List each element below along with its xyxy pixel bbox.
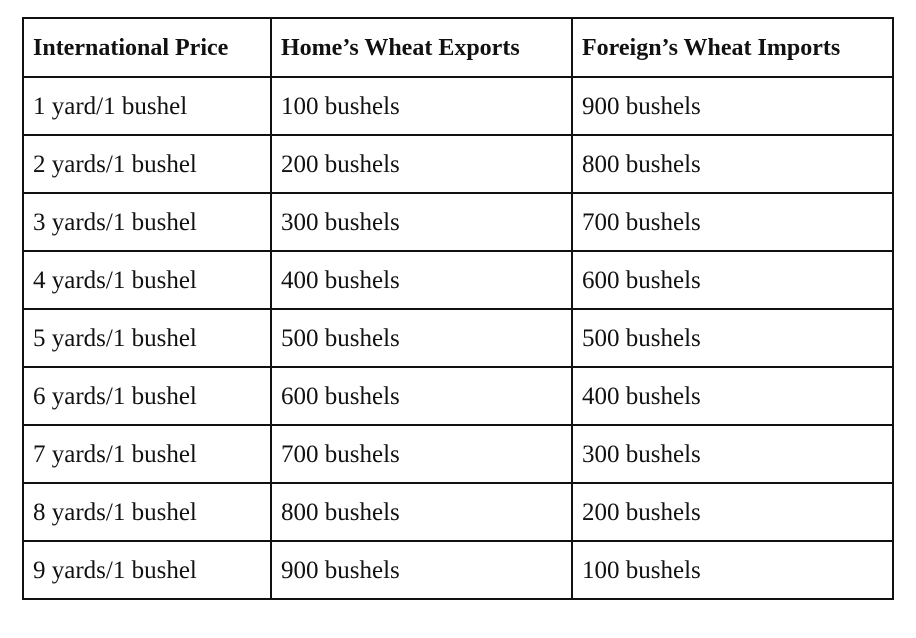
table-row: 6 yards/1 bushel 600 bushels 400 bushels	[22, 366, 894, 426]
header-foreign-wheat-imports: Foreign’s Wheat Imports	[571, 17, 894, 78]
cell-international-price: 4 yards/1 bushel	[22, 250, 272, 310]
table-row: 1 yard/1 bushel 100 bushels 900 bushels	[22, 76, 894, 136]
cell-foreign-wheat-imports: 800 bushels	[571, 134, 894, 194]
table-header: International Price Home’s Wheat Exports…	[22, 17, 894, 78]
cell-foreign-wheat-imports: 100 bushels	[571, 540, 894, 600]
cell-foreign-wheat-imports: 900 bushels	[571, 76, 894, 136]
cell-home-wheat-exports: 500 bushels	[270, 308, 573, 368]
header-row: International Price Home’s Wheat Exports…	[22, 17, 894, 78]
cell-home-wheat-exports: 300 bushels	[270, 192, 573, 252]
table-row: 4 yards/1 bushel 400 bushels 600 bushels	[22, 250, 894, 310]
cell-home-wheat-exports: 900 bushels	[270, 540, 573, 600]
cell-home-wheat-exports: 800 bushels	[270, 482, 573, 542]
cell-foreign-wheat-imports: 400 bushels	[571, 366, 894, 426]
table-row: 9 yards/1 bushel 900 bushels 100 bushels	[22, 540, 894, 600]
cell-international-price: 9 yards/1 bushel	[22, 540, 272, 600]
header-international-price: International Price	[22, 17, 272, 78]
cell-international-price: 8 yards/1 bushel	[22, 482, 272, 542]
cell-international-price: 7 yards/1 bushel	[22, 424, 272, 484]
table-body: 1 yard/1 bushel 100 bushels 900 bushels …	[22, 76, 894, 600]
price-exports-imports-table: International Price Home’s Wheat Exports…	[22, 17, 894, 600]
cell-home-wheat-exports: 200 bushels	[270, 134, 573, 194]
table-row: 8 yards/1 bushel 800 bushels 200 bushels	[22, 482, 894, 542]
cell-international-price: 6 yards/1 bushel	[22, 366, 272, 426]
cell-home-wheat-exports: 400 bushels	[270, 250, 573, 310]
cell-home-wheat-exports: 600 bushels	[270, 366, 573, 426]
cell-international-price: 1 yard/1 bushel	[22, 76, 272, 136]
cell-foreign-wheat-imports: 500 bushels	[571, 308, 894, 368]
cell-foreign-wheat-imports: 600 bushels	[571, 250, 894, 310]
cell-international-price: 3 yards/1 bushel	[22, 192, 272, 252]
header-home-wheat-exports: Home’s Wheat Exports	[270, 17, 573, 78]
table-row: 7 yards/1 bushel 700 bushels 300 bushels	[22, 424, 894, 484]
table-row: 3 yards/1 bushel 300 bushels 700 bushels	[22, 192, 894, 252]
cell-foreign-wheat-imports: 300 bushels	[571, 424, 894, 484]
table-row: 2 yards/1 bushel 200 bushels 800 bushels	[22, 134, 894, 194]
cell-international-price: 5 yards/1 bushel	[22, 308, 272, 368]
cell-foreign-wheat-imports: 200 bushels	[571, 482, 894, 542]
cell-home-wheat-exports: 700 bushels	[270, 424, 573, 484]
cell-international-price: 2 yards/1 bushel	[22, 134, 272, 194]
table-row: 5 yards/1 bushel 500 bushels 500 bushels	[22, 308, 894, 368]
cell-home-wheat-exports: 100 bushels	[270, 76, 573, 136]
cell-foreign-wheat-imports: 700 bushels	[571, 192, 894, 252]
